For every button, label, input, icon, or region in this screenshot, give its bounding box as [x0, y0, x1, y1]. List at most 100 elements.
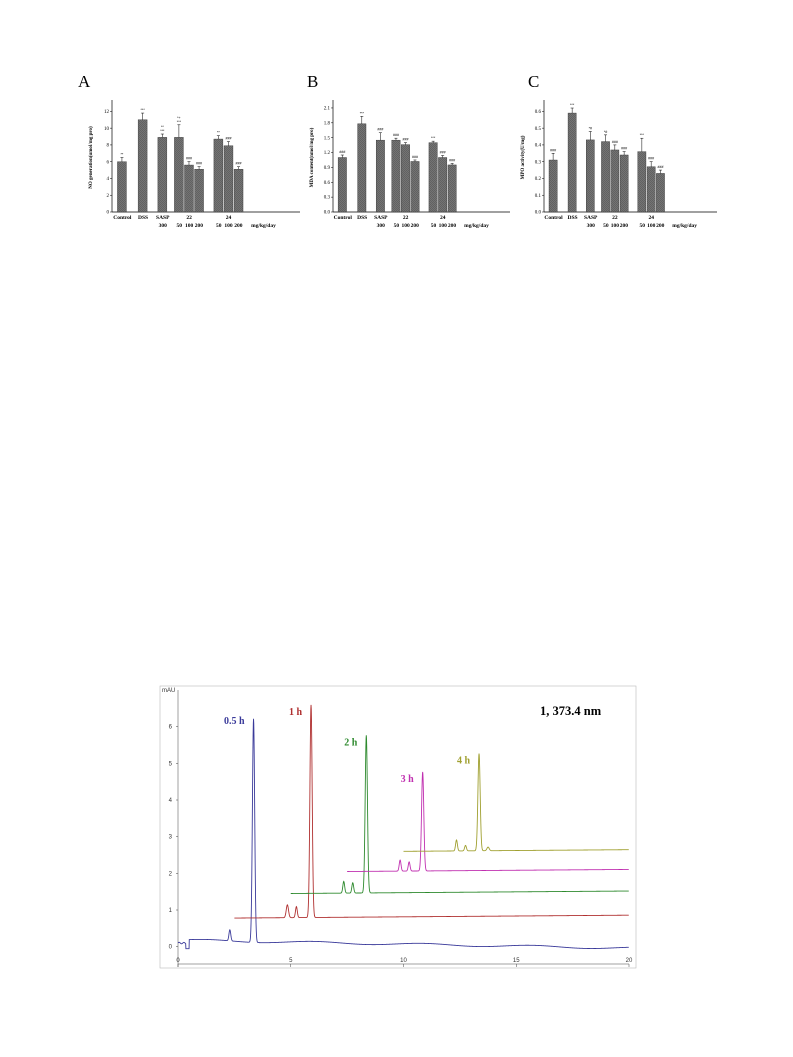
significance-mark: *** [640, 133, 645, 137]
y-tick-label: 6 [169, 725, 173, 731]
dose-label: 50 [431, 223, 437, 229]
y-tick-label: 0.9 [324, 166, 331, 171]
significance-mark: ### [402, 138, 408, 142]
y-tick-label: 0.5 [535, 127, 542, 132]
significance-mark: ### [412, 155, 418, 159]
significance-mark: ### [186, 157, 192, 161]
significance-mark: ### [648, 157, 654, 161]
dose-label: 100 [439, 223, 448, 229]
significance-mark: *# [589, 127, 592, 131]
category-label: 24 [226, 215, 232, 221]
category-label: 22 [186, 215, 192, 221]
trace-label: 2 h [344, 737, 358, 748]
significance-mark: ### [377, 128, 383, 132]
significance-mark: ### [612, 140, 618, 144]
significance-mark: ### [657, 165, 663, 169]
trace-label: 4 h [457, 756, 471, 767]
chromatogram-title: 1, 373.4 nm [540, 704, 602, 718]
y-tick-label: 1.2 [324, 151, 331, 156]
dose-label: 100 [647, 223, 656, 229]
y-tick-label: 5 [169, 761, 173, 767]
dose-label: 100 [401, 223, 410, 229]
category-label: 24 [649, 215, 655, 221]
y-tick-label: 0.3 [324, 196, 331, 201]
significance-mark: ### [550, 148, 556, 152]
significance-mark: ** [161, 125, 164, 129]
category-label: SASP [374, 215, 388, 221]
panel-label-b: B [307, 72, 319, 91]
dose-label: 100 [611, 223, 620, 229]
y-tick-label: 2 [169, 871, 173, 877]
y-tick-label: 6 [107, 160, 110, 165]
x-tick-label: 15 [513, 958, 520, 964]
dose-label: 200 [411, 223, 420, 229]
dose-label: 300 [377, 223, 386, 229]
chromatogram-trace [347, 771, 629, 872]
y-tick-label: 0.1 [535, 194, 542, 199]
y-tick-label: 0 [107, 211, 110, 216]
plot-frame [159, 685, 637, 969]
category-label: Control [113, 215, 132, 221]
category-label: SASP [584, 215, 598, 221]
dose-label: 50 [640, 223, 646, 229]
y-tick-label: 2.1 [324, 107, 331, 112]
unit-label: mg/kg/day [672, 223, 697, 229]
unit-label: mg/kg/day [251, 223, 276, 229]
chromatogram-trace [177, 718, 629, 950]
x-tick-label: 10 [400, 958, 407, 964]
category-label: DSS [567, 215, 577, 221]
y-axis-label: MDA content(nmol/mg pro) [310, 127, 315, 187]
dose-label: 200 [234, 223, 243, 229]
y-axis-unit: mAU [162, 688, 175, 694]
y-tick-label: 0.6 [324, 181, 331, 186]
chromatogram-trace [403, 753, 629, 852]
category-label: Control [334, 215, 353, 221]
dose-label: 100 [224, 223, 233, 229]
trace-label: 1 h [289, 707, 303, 718]
category-label: 22 [403, 215, 409, 221]
trace-label: 0.5 h [224, 716, 245, 727]
significance-mark: ### [339, 150, 345, 154]
significance-mark: ### [236, 162, 242, 166]
significance-mark: ### [225, 137, 231, 141]
chromatogram-trace [234, 704, 629, 919]
trace-label: 3 h [401, 774, 415, 785]
y-tick-label: 10 [104, 127, 110, 132]
significance-mark: *# [604, 130, 607, 134]
category-label: SASP [156, 215, 170, 221]
significance-mark: *+ [177, 116, 181, 120]
panel-label-c: C [528, 72, 540, 91]
dose-label: 300 [159, 223, 168, 229]
significance-mark: *** [160, 129, 165, 133]
x-tick-label: 5 [289, 958, 293, 964]
category-label: Control [544, 215, 563, 221]
y-tick-label: 8 [107, 144, 110, 149]
dose-label: 50 [177, 223, 183, 229]
x-tick-label: 20 [626, 958, 633, 964]
significance-mark: *** [570, 103, 575, 107]
unit-label: mg/kg/day [464, 223, 489, 229]
dose-label: 200 [195, 223, 204, 229]
category-label: 22 [612, 215, 618, 221]
dose-label: 50 [394, 223, 400, 229]
y-tick-label: 3 [169, 835, 173, 841]
significance-mark: ### [449, 158, 455, 162]
y-tick-label: 1.5 [324, 136, 331, 141]
dose-label: 200 [620, 223, 629, 229]
y-tick-label: 0.4 [535, 144, 542, 149]
category-label: DSS [138, 215, 148, 221]
y-tick-label: 0.0 [324, 211, 331, 216]
significance-mark: ** [121, 153, 124, 157]
significance-mark: *** [177, 120, 182, 124]
y-tick-label: 0.3 [535, 160, 542, 165]
dose-label: 50 [216, 223, 222, 229]
y-tick-label: 0.6 [535, 110, 542, 115]
category-label: 24 [440, 215, 446, 221]
y-tick-label: 4 [107, 177, 110, 182]
significance-mark: *** [431, 136, 436, 140]
significance-mark: ** [217, 131, 220, 135]
